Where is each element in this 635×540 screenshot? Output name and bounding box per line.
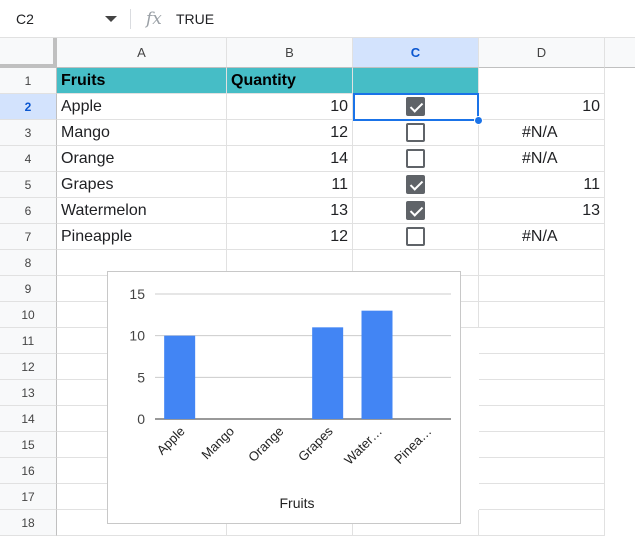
fill-handle[interactable]: [474, 116, 483, 125]
cell-a7[interactable]: Pineapple: [57, 224, 227, 250]
checkbox-checked[interactable]: [406, 97, 425, 116]
x-tick-label: Grapes: [295, 423, 336, 464]
formula-bar: C2 fx TRUE: [0, 0, 635, 38]
x-axis-title: Fruits: [280, 495, 315, 511]
checkbox-unchecked[interactable]: [406, 123, 425, 142]
cell-c2[interactable]: [353, 94, 479, 120]
cell-a1[interactable]: Fruits: [57, 68, 227, 94]
row-header-8[interactable]: 8: [0, 250, 57, 276]
cell-d5[interactable]: 11: [479, 172, 605, 198]
cell-a6[interactable]: Watermelon: [57, 198, 227, 224]
cell-c3[interactable]: [353, 120, 479, 146]
row-header-10[interactable]: 10: [0, 302, 57, 328]
y-tick-label: 0: [137, 411, 145, 427]
checkbox-unchecked[interactable]: [406, 227, 425, 246]
cell-b1[interactable]: Quantity: [227, 68, 353, 94]
cell-d2[interactable]: 10: [479, 94, 605, 120]
x-tick-label: Orange: [245, 424, 286, 465]
cell-empty[interactable]: [479, 250, 605, 276]
row-header-18[interactable]: 18: [0, 510, 57, 536]
cell-c5[interactable]: [353, 172, 479, 198]
row-header-13[interactable]: 13: [0, 380, 57, 406]
cell-c4[interactable]: [353, 146, 479, 172]
y-tick-label: 15: [129, 286, 145, 302]
cell-b3[interactable]: 12: [227, 120, 353, 146]
cell-d4[interactable]: #N/A: [479, 146, 605, 172]
cell-b7[interactable]: 12: [227, 224, 353, 250]
cell-empty[interactable]: [479, 380, 605, 406]
cell-a4[interactable]: Orange: [57, 146, 227, 172]
cell-empty[interactable]: [479, 484, 605, 510]
column-header-a[interactable]: A: [57, 38, 227, 68]
cell-b5[interactable]: 11: [227, 172, 353, 198]
row-header-5[interactable]: 5: [0, 172, 57, 198]
formula-input[interactable]: TRUE: [176, 11, 215, 27]
x-tick-label: Pinea…: [391, 424, 434, 467]
row-header-6[interactable]: 6: [0, 198, 57, 224]
checkbox-checked[interactable]: [406, 201, 425, 220]
row-header-14[interactable]: 14: [0, 406, 57, 432]
cell-empty[interactable]: [479, 276, 605, 302]
cell-empty[interactable]: [479, 458, 605, 484]
x-tick-label: Mango: [198, 424, 237, 463]
fx-icon: fx: [146, 9, 162, 29]
y-tick-label: 10: [129, 328, 145, 344]
cell-empty[interactable]: [479, 328, 605, 354]
bar-chart[interactable]: 0 5 10 15 Apple Mango Orange Grapes Water… Pinea……: [107, 271, 461, 524]
y-tick-label: 5: [137, 369, 145, 385]
row-header-2[interactable]: 2: [0, 94, 57, 120]
cell-c7[interactable]: [353, 224, 479, 250]
cell-d1[interactable]: [479, 68, 605, 94]
row-header-17[interactable]: 17: [0, 484, 57, 510]
bar: [164, 335, 196, 419]
cell-a5[interactable]: Grapes: [57, 172, 227, 198]
row-header-16[interactable]: 16: [0, 458, 57, 484]
row-header-7[interactable]: 7: [0, 224, 57, 250]
cell-a3[interactable]: Mango: [57, 120, 227, 146]
x-tick-label: Water…: [341, 424, 385, 468]
row-header-9[interactable]: 9: [0, 276, 57, 302]
cell-d3[interactable]: #N/A: [479, 120, 605, 146]
checkbox-unchecked[interactable]: [406, 149, 425, 168]
formula-bar-divider: [130, 9, 131, 29]
bar: [361, 310, 393, 419]
row-header-1[interactable]: 1: [0, 68, 57, 94]
row-header-3[interactable]: 3: [0, 120, 57, 146]
chart-svg: 0 5 10 15 Apple Mango Orange Grapes Water… Pinea……: [129, 286, 451, 511]
cell-c1[interactable]: [353, 68, 479, 94]
cell-d6[interactable]: 13: [479, 198, 605, 224]
cell-empty[interactable]: [479, 510, 605, 536]
row-header-4[interactable]: 4: [0, 146, 57, 172]
cell-empty[interactable]: [479, 302, 605, 328]
cell-d7[interactable]: #N/A: [479, 224, 605, 250]
cell-b2[interactable]: 10: [227, 94, 353, 120]
name-box-dropdown-icon[interactable]: [105, 16, 117, 22]
x-tick-label: Apple: [154, 424, 188, 458]
cell-a2[interactable]: Apple: [57, 94, 227, 120]
column-header-e[interactable]: [605, 38, 635, 68]
bar: [312, 327, 344, 419]
cell-empty[interactable]: [353, 510, 479, 536]
cell-b6[interactable]: 13: [227, 198, 353, 224]
name-box[interactable]: C2: [16, 11, 34, 27]
cell-b4[interactable]: 14: [227, 146, 353, 172]
select-all-corner[interactable]: [0, 38, 57, 68]
cell-empty[interactable]: [479, 406, 605, 432]
column-header-b[interactable]: B: [227, 38, 353, 68]
row-header-11[interactable]: 11: [0, 328, 57, 354]
row-header-12[interactable]: 12: [0, 354, 57, 380]
row-header-15[interactable]: 15: [0, 432, 57, 458]
checkbox-checked[interactable]: [406, 175, 425, 194]
column-header-d[interactable]: D: [479, 38, 605, 68]
column-header-c[interactable]: C: [353, 38, 479, 68]
cell-empty[interactable]: [479, 432, 605, 458]
cell-c6[interactable]: [353, 198, 479, 224]
cell-empty[interactable]: [479, 354, 605, 380]
